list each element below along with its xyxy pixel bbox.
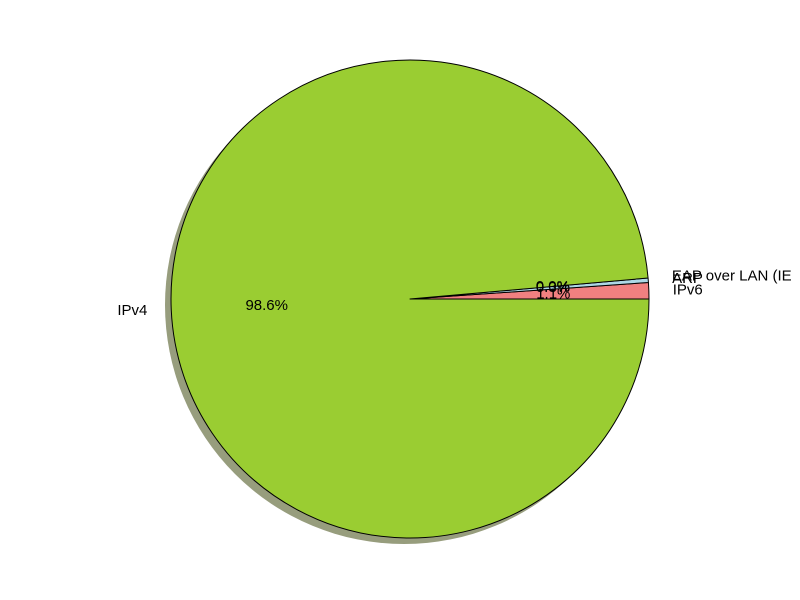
slice-percent-arp: 0.3%	[536, 279, 570, 296]
slice-label-arp: ARP	[672, 270, 703, 287]
slice-percent-eap-over-lan-ie: 0.0%	[536, 278, 570, 295]
pie-slices	[170, 59, 650, 539]
slice-label-ipv4: IPv4	[117, 302, 147, 319]
slice-percent-ipv6: 1.1%	[536, 286, 570, 303]
pie-labels: IPv6 1.1% ARP 0.3% EAP over LAN (IE 0.0% IPv4 9…	[117, 267, 791, 319]
pie-slice-ipv4	[170, 59, 650, 539]
slice-percent-ipv4: 98.6%	[245, 297, 288, 314]
slice-label-ipv6: IPv6	[673, 281, 703, 298]
slice-label-eap-over-lan-ie: EAP over LAN (IE	[672, 267, 792, 284]
